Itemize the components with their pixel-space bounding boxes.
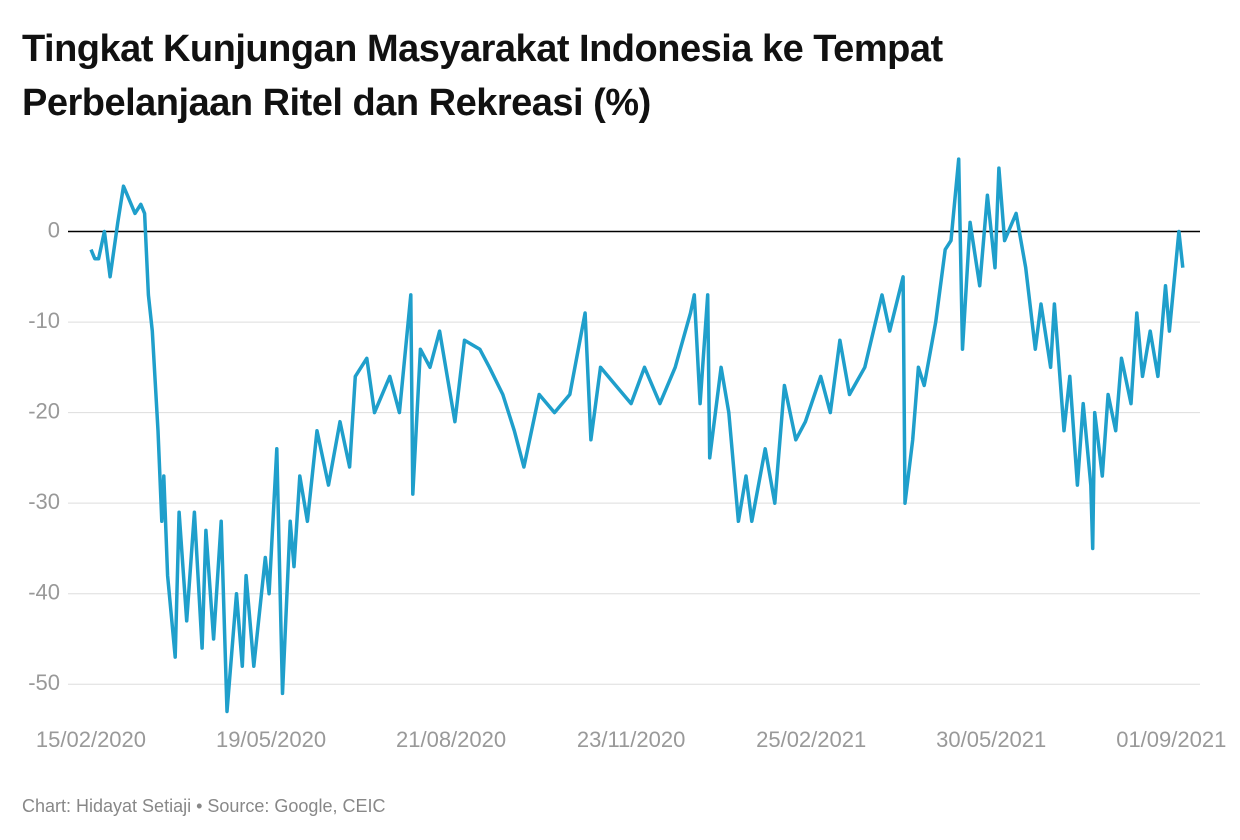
y-tick-label: -50 (28, 670, 60, 695)
y-tick-label: -20 (28, 398, 60, 423)
y-tick-label: -30 (28, 489, 60, 514)
x-tick-label: 25/02/2021 (756, 727, 866, 752)
x-tick-label: 01/09/2021 (1116, 727, 1226, 752)
x-tick-label: 15/02/2020 (36, 727, 146, 752)
chart-title: Tingkat Kunjungan Masyarakat Indonesia k… (22, 28, 943, 124)
chart-caption: Chart: Hidayat Setiaji • Source: Google,… (22, 796, 386, 816)
x-tick-label: 21/08/2020 (396, 727, 506, 752)
x-tick-label: 19/05/2020 (216, 727, 326, 752)
y-tick-label: 0 (48, 217, 60, 242)
data-line (89, 157, 1185, 714)
y-tick-label: -10 (28, 308, 60, 333)
y-tick-label: -40 (28, 580, 60, 605)
x-tick-label: 30/05/2021 (936, 727, 1046, 752)
x-tick-label: 23/11/2020 (577, 727, 685, 752)
